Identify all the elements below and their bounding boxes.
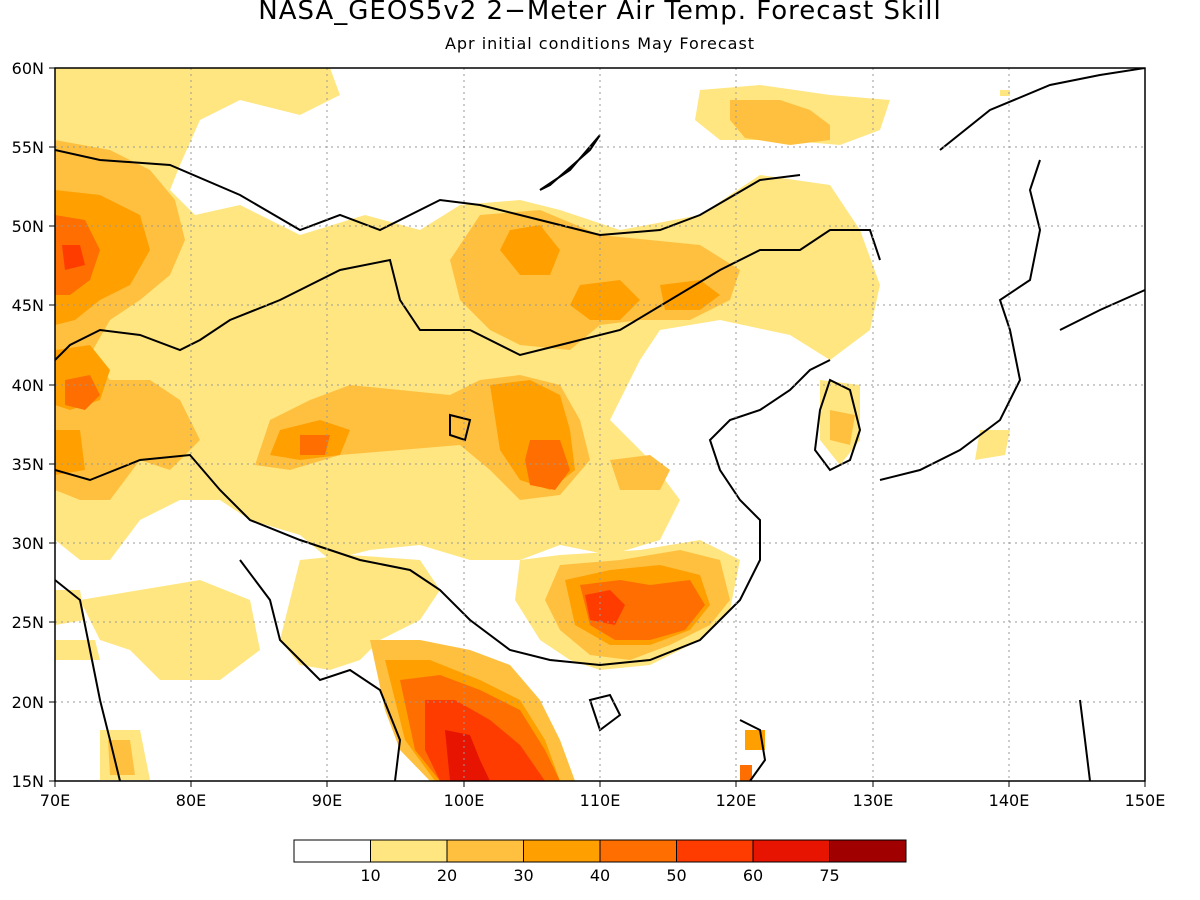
colorbar-label: 30 — [513, 866, 533, 885]
coastlines — [55, 68, 1145, 781]
y-tick-label: 40N — [12, 376, 44, 395]
y-tick-label: 35N — [12, 455, 44, 474]
colorbar: 10 20 30 40 50 60 75 — [293, 839, 907, 885]
y-tick-label: 15N — [12, 772, 44, 791]
colorbar-label: 20 — [437, 866, 457, 885]
x-tick-label: 80E — [176, 791, 206, 810]
chart-title: NASA_GEOS5v2 2−Meter Air Temp. Forecast … — [258, 0, 942, 26]
chart-subtitle: Apr initial conditions May Forecast — [444, 34, 756, 53]
y-tick-label: 25N — [12, 613, 44, 632]
colorbar-swatch — [446, 839, 524, 863]
colorbar-swatch — [599, 839, 677, 863]
colorbar-swatch — [676, 839, 754, 863]
y-tick-label: 50N — [12, 217, 44, 236]
x-tick-label: 150E — [1125, 791, 1166, 810]
skill-level-60-75 — [445, 730, 490, 781]
y-tick-label: 45N — [12, 296, 44, 315]
colorbar-swatch — [752, 839, 830, 863]
colorbar-label: 10 — [360, 866, 380, 885]
x-tick-label: 130E — [853, 791, 894, 810]
x-tick-label: 120E — [716, 791, 757, 810]
colorbar-swatch — [523, 839, 601, 863]
colorbar-label: 75 — [819, 866, 839, 885]
colorbar-label: 40 — [590, 866, 610, 885]
colorbar-swatch — [293, 839, 371, 863]
y-tick-label: 30N — [12, 534, 44, 553]
colorbar-label: 50 — [666, 866, 686, 885]
x-tick-label: 100E — [444, 791, 485, 810]
tick-marks — [49, 67, 1146, 787]
colorbar-swatch — [829, 839, 907, 863]
grid-lines — [55, 68, 1145, 781]
x-tick-label: 70E — [40, 791, 70, 810]
colorbar-label: 60 — [743, 866, 763, 885]
y-tick-label: 55N — [12, 138, 44, 157]
x-tick-label: 140E — [989, 791, 1030, 810]
y-tick-label: 20N — [12, 693, 44, 712]
y-tick-label: 60N — [12, 59, 44, 78]
colorbar-swatch — [370, 839, 448, 863]
skill-shading — [55, 68, 1010, 781]
x-tick-label: 110E — [580, 791, 621, 810]
x-tick-label: 90E — [312, 791, 342, 810]
